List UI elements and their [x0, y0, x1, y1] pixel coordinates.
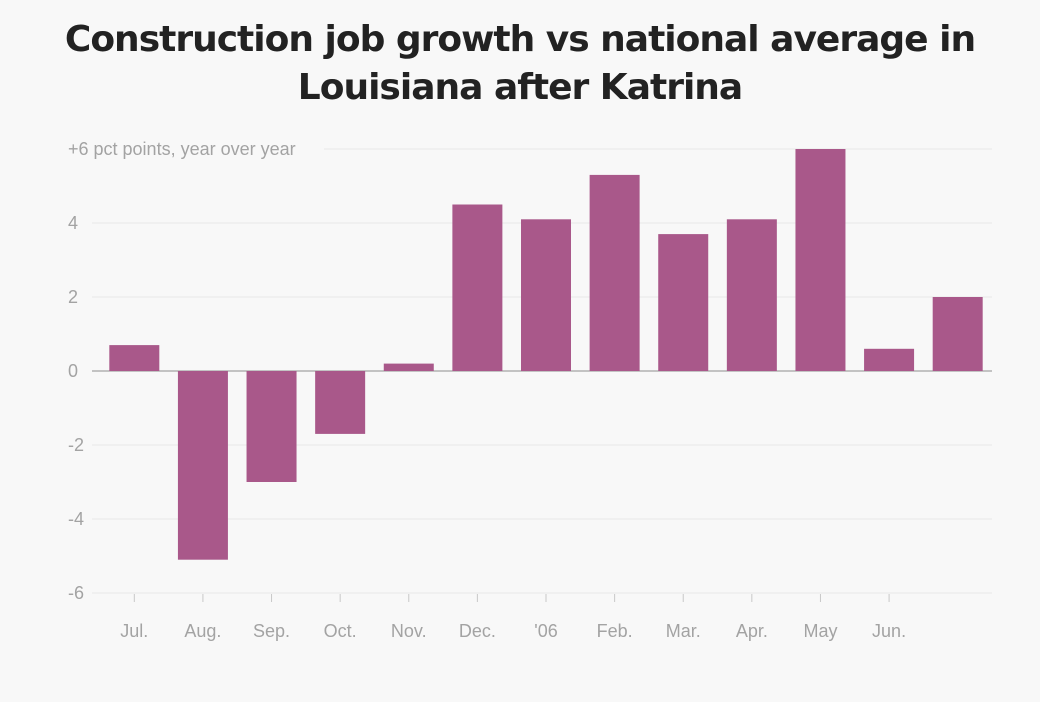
x-tick-label: Mar. — [666, 621, 701, 641]
bars — [109, 149, 983, 560]
bar — [315, 371, 366, 434]
bar — [521, 219, 571, 371]
y-tick-label: 2 — [68, 287, 78, 307]
chart-title: Construction job growth vs national aver… — [0, 16, 1040, 112]
bar — [932, 297, 983, 371]
x-tick-label: Nov. — [391, 621, 427, 641]
x-tick-label: Aug. — [184, 621, 221, 641]
x-tick-label: Apr. — [736, 621, 768, 641]
bar — [726, 219, 777, 371]
bar — [383, 363, 434, 371]
y-tick-label: 0 — [68, 361, 78, 381]
bar — [452, 204, 503, 371]
x-tick-label: Jul. — [120, 621, 148, 641]
y-tick-label: -2 — [68, 435, 84, 455]
bar — [246, 371, 297, 482]
title-line-2: Louisiana after Katrina — [297, 67, 743, 108]
y-tick-label: 4 — [68, 213, 78, 233]
y-tick-label: -4 — [68, 509, 84, 529]
bar — [795, 149, 846, 371]
title-line-1: Construction job growth vs national aver… — [64, 19, 976, 60]
x-tick-label: '06 — [534, 621, 557, 641]
bar — [177, 371, 228, 560]
x-tick-label: Jun. — [872, 621, 906, 641]
x-tick-label: May — [803, 621, 837, 641]
x-tick-label: Feb. — [597, 621, 633, 641]
axes: -6 -4 -2 0 2 4 +6 pct points, year over year Ju… — [68, 139, 906, 641]
y-axis-label: +6 pct points, year over year — [68, 139, 296, 159]
bar — [658, 234, 709, 371]
y-tick-label: -6 — [68, 583, 84, 603]
bar — [589, 174, 640, 371]
x-tick-label: Dec. — [459, 621, 496, 641]
x-tick-label: Sep. — [253, 621, 290, 641]
x-tick-label: Oct. — [324, 621, 357, 641]
bar — [109, 345, 160, 371]
bar — [864, 348, 915, 371]
